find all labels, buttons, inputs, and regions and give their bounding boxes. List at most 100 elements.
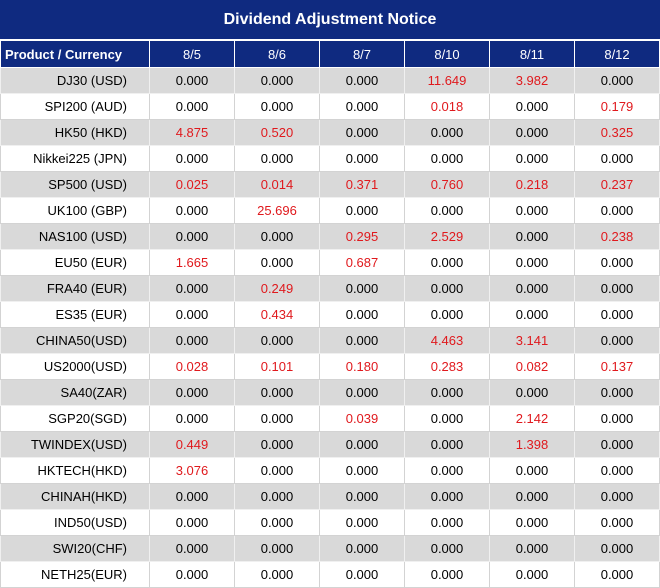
value-cell: 0.249: [234, 275, 320, 302]
table-row: DJ30 (USD) 0.000 0.000 0.000 11.649 3.982 0.00…: [0, 67, 660, 94]
value-cell: 0.137: [574, 353, 660, 380]
value-cell: 0.025: [149, 171, 235, 198]
value-cell: 0.000: [404, 535, 490, 562]
column-header-product: Product / Currency: [0, 40, 150, 68]
value-cell: 0.000: [574, 535, 660, 562]
product-cell: ES35 (EUR): [0, 301, 150, 328]
value-cell: 0.082: [489, 353, 575, 380]
value-cell: 0.325: [574, 119, 660, 146]
value-cell: 0.000: [574, 275, 660, 302]
value-cell: 0.000: [234, 561, 320, 588]
value-cell: 0.000: [404, 275, 490, 302]
value-cell: 0.218: [489, 171, 575, 198]
value-cell: 0.000: [319, 535, 405, 562]
value-cell: 0.000: [319, 67, 405, 94]
value-cell: 0.000: [489, 119, 575, 146]
header-row: Product / Currency 8/5 8/6 8/7 8/10 8/11…: [0, 40, 660, 68]
value-cell: 0.687: [319, 249, 405, 276]
table-row: CHINAH(HKD) 0.000 0.000 0.000 0.000 0.000 0.00…: [0, 483, 660, 510]
value-cell: 0.000: [319, 119, 405, 146]
product-cell: UK100 (GBP): [0, 197, 150, 224]
column-header-date: 8/7: [319, 40, 405, 68]
table-row: NETH25(EUR) 0.000 0.000 0.000 0.000 0.000 0.00…: [0, 561, 660, 588]
product-cell: CHINA50(USD): [0, 327, 150, 354]
value-cell: 0.000: [149, 327, 235, 354]
value-cell: 0.000: [404, 301, 490, 328]
product-cell: HKTECH(HKD): [0, 457, 150, 484]
value-cell: 0.000: [149, 67, 235, 94]
column-header-date: 8/11: [489, 40, 575, 68]
column-header-date: 8/6: [234, 40, 320, 68]
value-cell: 0.000: [234, 457, 320, 484]
value-cell: 0.000: [489, 93, 575, 120]
value-cell: 2.529: [404, 223, 490, 250]
value-cell: 0.000: [234, 327, 320, 354]
value-cell: 0.238: [574, 223, 660, 250]
value-cell: 0.000: [319, 145, 405, 172]
value-cell: 0.000: [234, 67, 320, 94]
value-cell: 0.000: [574, 561, 660, 588]
value-cell: 0.000: [404, 379, 490, 406]
table-row: TWINDEX(USD) 0.449 0.000 0.000 0.000 1.398 0.0…: [0, 431, 660, 458]
value-cell: 0.000: [489, 301, 575, 328]
product-cell: FRA40 (EUR): [0, 275, 150, 302]
value-cell: 0.000: [574, 67, 660, 94]
value-cell: 0.000: [404, 431, 490, 458]
table-row: Nikkei225 (JPN) 0.000 0.000 0.000 0.000 0.000…: [0, 145, 660, 172]
value-cell: 0.179: [574, 93, 660, 120]
value-cell: 0.000: [574, 483, 660, 510]
value-cell: 0.000: [574, 405, 660, 432]
value-cell: 0.000: [574, 301, 660, 328]
value-cell: 0.000: [489, 561, 575, 588]
value-cell: 0.000: [234, 535, 320, 562]
value-cell: 0.039: [319, 405, 405, 432]
value-cell: 0.000: [404, 561, 490, 588]
value-cell: 0.000: [319, 509, 405, 536]
value-cell: 0.000: [234, 249, 320, 276]
value-cell: 0.000: [489, 379, 575, 406]
value-cell: 0.000: [489, 145, 575, 172]
product-cell: NAS100 (USD): [0, 223, 150, 250]
value-cell: 0.101: [234, 353, 320, 380]
value-cell: 0.000: [149, 93, 235, 120]
product-cell: NETH25(EUR): [0, 561, 150, 588]
value-cell: 0.180: [319, 353, 405, 380]
value-cell: 0.000: [489, 509, 575, 536]
value-cell: 0.000: [404, 119, 490, 146]
value-cell: 0.760: [404, 171, 490, 198]
table-row: SPI200 (AUD) 0.000 0.000 0.000 0.018 0.000 0.1…: [0, 93, 660, 120]
column-header-date: 8/12: [574, 40, 660, 68]
product-cell: SPI200 (AUD): [0, 93, 150, 120]
value-cell: 0.000: [404, 457, 490, 484]
value-cell: 0.000: [319, 93, 405, 120]
table-row: SA40(ZAR) 0.000 0.000 0.000 0.000 0.000 0.000: [0, 379, 660, 406]
value-cell: 11.649: [404, 67, 490, 94]
value-cell: 0.000: [149, 509, 235, 536]
value-cell: 0.434: [234, 301, 320, 328]
value-cell: 0.000: [404, 509, 490, 536]
value-cell: 0.000: [489, 483, 575, 510]
product-cell: SP500 (USD): [0, 171, 150, 198]
value-cell: 3.982: [489, 67, 575, 94]
value-cell: 0.000: [319, 483, 405, 510]
product-cell: SGP20(SGD): [0, 405, 150, 432]
value-cell: 0.000: [149, 301, 235, 328]
value-cell: 0.449: [149, 431, 235, 458]
value-cell: 0.371: [319, 171, 405, 198]
value-cell: 0.000: [319, 275, 405, 302]
product-cell: EU50 (EUR): [0, 249, 150, 276]
table-row: HKTECH(HKD) 3.076 0.000 0.000 0.000 0.000 0.00…: [0, 457, 660, 484]
value-cell: 0.000: [319, 379, 405, 406]
value-cell: 0.520: [234, 119, 320, 146]
value-cell: 0.000: [149, 145, 235, 172]
value-cell: 4.463: [404, 327, 490, 354]
value-cell: 0.000: [149, 561, 235, 588]
value-cell: 0.000: [234, 483, 320, 510]
value-cell: 0.000: [489, 197, 575, 224]
value-cell: 0.000: [149, 535, 235, 562]
value-cell: 0.000: [149, 483, 235, 510]
table-body: DJ30 (USD) 0.000 0.000 0.000 11.649 3.982 0.00…: [0, 67, 660, 588]
column-header-date: 8/10: [404, 40, 490, 68]
value-cell: 0.000: [574, 197, 660, 224]
